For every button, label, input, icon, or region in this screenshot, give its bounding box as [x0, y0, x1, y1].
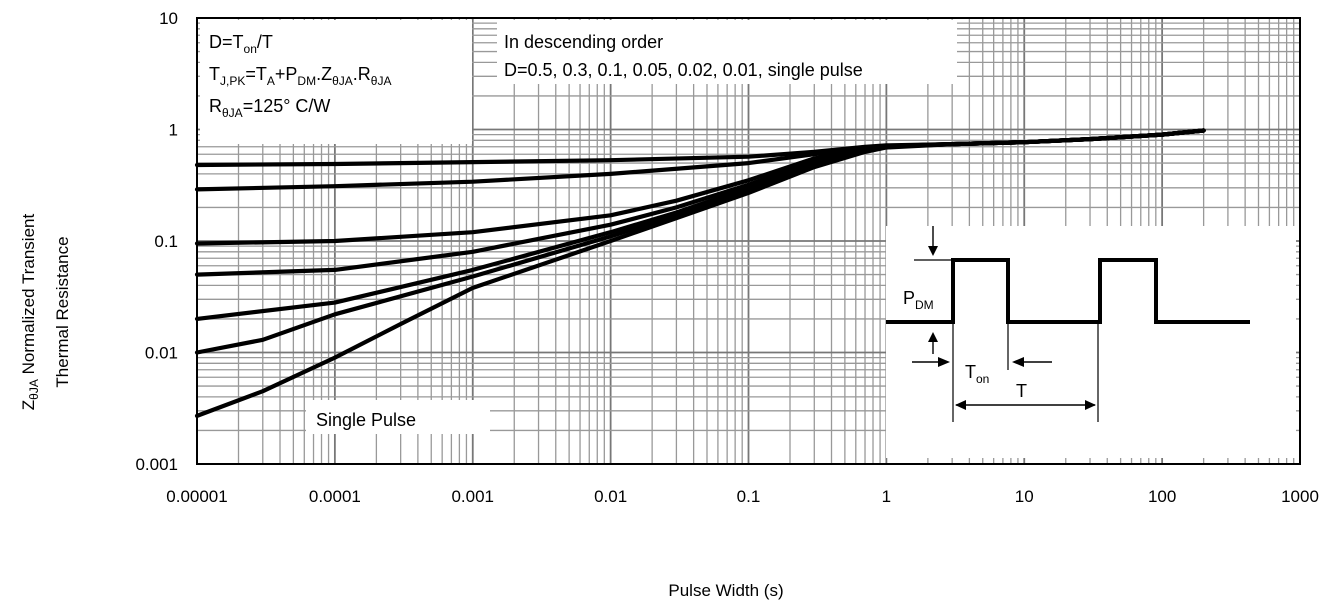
formula-d: D=Ton/T	[209, 32, 273, 56]
single-pulse-label: Single Pulse	[316, 410, 416, 430]
y-tick-label: 0.001	[135, 455, 178, 474]
series-line-7	[194, 128, 1206, 418]
single-pulse-box	[306, 400, 490, 434]
x-tick-label: 1000	[1281, 487, 1319, 506]
inset-background	[886, 226, 1296, 458]
y-axis-label-line2: Thermal Resistance	[53, 236, 72, 387]
t-right-arrow-head	[1085, 400, 1096, 410]
order-box	[497, 20, 957, 84]
t-left-arrow-head	[955, 400, 966, 410]
x-tick-label: 0.0001	[309, 487, 361, 506]
y-tick-labels: 10 1 0.1 0.01 0.001	[135, 9, 178, 474]
ton-left-arrow-head	[938, 357, 950, 367]
x-tick-label: 10	[1015, 487, 1034, 506]
formula-box	[200, 20, 472, 144]
x-tick-label: 0.1	[737, 487, 761, 506]
x-tick-label: 1	[882, 487, 891, 506]
plot-frame	[196, 17, 1301, 465]
pdm-label: PDM	[903, 288, 934, 312]
formula-r: RθJA=125° C/W	[209, 96, 330, 120]
x-tick-label: 100	[1148, 487, 1176, 506]
pdm-bottom-arrow-head	[928, 332, 938, 342]
x-tick-label: 0.01	[594, 487, 627, 506]
x-tick-label: 0.001	[451, 487, 494, 506]
formula-tj: TJ,PK=TA+PDM.ZθJA.RθJA	[209, 64, 391, 88]
y-axis-label-line1: ZθJA Normalized Transient	[19, 214, 41, 411]
ton-label: Ton	[965, 362, 989, 386]
y-tick-label: 1	[169, 121, 178, 140]
pdm-top-arrow-head	[928, 246, 938, 256]
x-tick-label: 0.00001	[166, 487, 227, 506]
order-line1: In descending order	[504, 32, 663, 52]
y-tick-label: 10	[159, 9, 178, 28]
series-layer	[194, 128, 1206, 418]
order-line2: D=0.5, 0.3, 0.1, 0.05, 0.02, 0.01, singl…	[504, 60, 863, 80]
y-tick-label: 0.01	[145, 344, 178, 363]
t-label: T	[1016, 381, 1027, 401]
y-tick-label: 0.1	[154, 232, 178, 251]
x-tick-labels: 0.00001 0.0001 0.001 0.01 0.1 1 10 100 1000	[166, 487, 1319, 506]
ton-right-arrow-head	[1012, 357, 1024, 367]
pulse-inset: PDM Ton T	[886, 226, 1296, 458]
x-axis-label: Pulse Width (s)	[668, 581, 783, 600]
pulse-waveform	[886, 258, 1250, 324]
